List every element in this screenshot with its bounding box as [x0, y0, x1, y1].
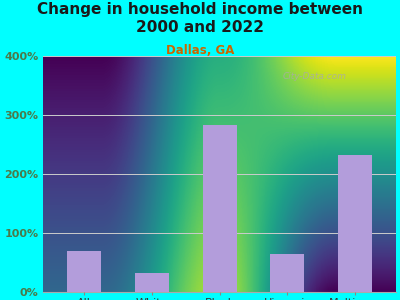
Text: Dallas, GA: Dallas, GA: [166, 44, 234, 56]
Text: Change in household income between
2000 and 2022: Change in household income between 2000 …: [37, 2, 363, 35]
Bar: [338, 155, 372, 292]
Bar: [135, 273, 169, 292]
Bar: [67, 251, 101, 292]
Text: City-Data.com: City-Data.com: [283, 72, 347, 81]
Bar: [270, 254, 304, 292]
Bar: [203, 125, 236, 292]
